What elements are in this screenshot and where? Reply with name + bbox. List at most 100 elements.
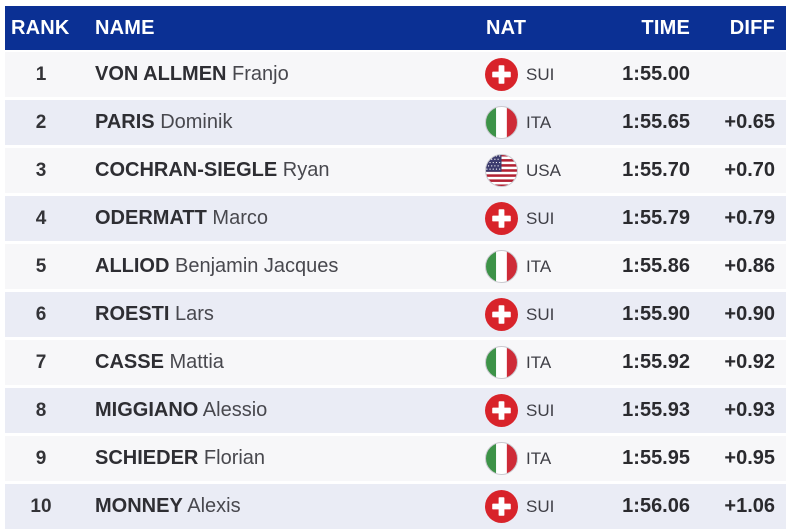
athlete-surname: PARIS [95, 111, 155, 133]
diff-cell: +0.90 [724, 303, 775, 325]
name-cell: ALLIOD Benjamin Jacques [85, 255, 480, 278]
results-table: RANK NAME NAT TIME DIFF 1 VON ALLMEN Fra… [5, 6, 786, 529]
name-cell: SCHIEDER Florian [85, 447, 480, 470]
diff-cell: +0.86 [724, 255, 775, 277]
table-row: 6 ROESTI Lars SUI 1:55.90 +0.90 [5, 292, 786, 337]
nat-code: ITA [526, 256, 552, 276]
nationality-cell: SUI [480, 394, 575, 427]
table-row: 5 ALLIOD Benjamin Jacques ITA 1:55.86 +0… [5, 244, 786, 289]
name-cell: MONNEY Alexis [85, 495, 480, 518]
nat-code: ITA [526, 448, 552, 468]
rank-cell: 4 [35, 207, 47, 229]
flag-sui-icon [485, 394, 518, 427]
diff-cell: +1.06 [724, 495, 775, 517]
name-cell: PARIS Dominik [85, 111, 480, 134]
time-cell: 1:55.95 [622, 447, 690, 469]
nationality-cell: ITA [480, 442, 575, 475]
nat-code: SUI [526, 208, 555, 228]
table-row: 9 SCHIEDER Florian ITA 1:55.95 +0.95 [5, 436, 786, 481]
name-cell: ROESTI Lars [85, 303, 480, 326]
rank-cell: 1 [35, 63, 47, 85]
nat-code: ITA [526, 112, 552, 132]
nat-code: SUI [526, 64, 555, 84]
athlete-firstname: Lars [175, 303, 214, 325]
nationality-cell: ITA [480, 106, 575, 139]
rank-cell: 7 [35, 351, 47, 373]
rank-cell: 6 [35, 303, 47, 325]
rank-cell: 10 [30, 495, 52, 517]
nat-code: SUI [526, 400, 555, 420]
athlete-firstname: Dominik [160, 111, 233, 133]
athlete-surname: ROESTI [95, 303, 170, 325]
nationality-cell: ITA [480, 250, 575, 283]
name-cell: COCHRAN-SIEGLE Ryan [85, 159, 480, 182]
nationality-cell: SUI [480, 202, 575, 235]
column-header-rank: RANK [11, 16, 70, 39]
diff-cell: +0.95 [724, 447, 775, 469]
flag-ita-icon [485, 442, 518, 475]
rank-cell: 3 [35, 159, 47, 181]
rank-cell: 8 [35, 399, 47, 421]
athlete-surname: ODERMATT [95, 207, 207, 229]
flag-sui-icon [485, 58, 518, 91]
athlete-firstname: Benjamin Jacques [175, 255, 339, 277]
athlete-firstname: Alexis [187, 495, 241, 517]
nat-code: SUI [526, 496, 555, 516]
column-header-nat: NAT [486, 16, 527, 39]
athlete-surname: VON ALLMEN [95, 63, 227, 85]
table-row: 7 CASSE Mattia ITA 1:55.92 +0.92 [5, 340, 786, 385]
time-cell: 1:55.90 [622, 303, 690, 325]
nat-code: ITA [526, 352, 552, 372]
athlete-surname: MONNEY [95, 495, 183, 517]
time-cell: 1:55.65 [622, 111, 690, 133]
table-row: 8 MIGGIANO Alessio SUI 1:55.93 +0.93 [5, 388, 786, 433]
flag-sui-icon [485, 298, 518, 331]
nationality-cell: ITA [480, 346, 575, 379]
time-cell: 1:55.00 [622, 63, 690, 85]
time-cell: 1:55.79 [622, 207, 690, 229]
rank-cell: 2 [35, 111, 47, 133]
flag-sui-icon [485, 202, 518, 235]
table-row: 2 PARIS Dominik ITA 1:55.65 +0.65 [5, 100, 786, 145]
athlete-surname: SCHIEDER [95, 447, 199, 469]
table-body: 1 VON ALLMEN Franjo SUI 1:55.00 2 PARIS … [5, 52, 786, 529]
diff-cell: +0.70 [724, 159, 775, 181]
flag-ita-icon [485, 106, 518, 139]
table-row: 10 MONNEY Alexis SUI 1:56.06 +1.06 [5, 484, 786, 529]
flag-usa-icon [485, 154, 518, 187]
athlete-surname: MIGGIANO [95, 399, 199, 421]
table-header-row: RANK NAME NAT TIME DIFF [5, 6, 786, 50]
time-cell: 1:55.93 [622, 399, 690, 421]
nationality-cell: SUI [480, 298, 575, 331]
rank-cell: 9 [35, 447, 47, 469]
time-cell: 1:56.06 [622, 495, 690, 517]
nat-code: USA [526, 160, 561, 180]
diff-cell: +0.93 [724, 399, 775, 421]
athlete-surname: ALLIOD [95, 255, 170, 277]
diff-cell: +0.92 [724, 351, 775, 373]
nationality-cell: USA [480, 154, 575, 187]
rank-cell: 5 [35, 255, 47, 277]
nationality-cell: SUI [480, 490, 575, 523]
diff-cell: +0.65 [724, 111, 775, 133]
name-cell: ODERMATT Marco [85, 207, 480, 230]
column-header-name: NAME [95, 16, 155, 39]
name-cell: VON ALLMEN Franjo [85, 63, 480, 86]
flag-ita-icon [485, 346, 518, 379]
athlete-firstname: Marco [212, 207, 268, 229]
column-header-time: TIME [641, 16, 690, 39]
diff-cell: +0.79 [724, 207, 775, 229]
table-row: 4 ODERMATT Marco SUI 1:55.79 +0.79 [5, 196, 786, 241]
nat-code: SUI [526, 304, 555, 324]
time-cell: 1:55.92 [622, 351, 690, 373]
athlete-firstname: Ryan [282, 159, 330, 181]
name-cell: MIGGIANO Alessio [85, 399, 480, 422]
nationality-cell: SUI [480, 58, 575, 91]
name-cell: CASSE Mattia [85, 351, 480, 374]
athlete-firstname: Franjo [232, 63, 289, 85]
flag-sui-icon [485, 490, 518, 523]
table-row: 1 VON ALLMEN Franjo SUI 1:55.00 [5, 52, 786, 97]
athlete-surname: CASSE [95, 351, 164, 373]
athlete-firstname: Alessio [202, 399, 268, 421]
